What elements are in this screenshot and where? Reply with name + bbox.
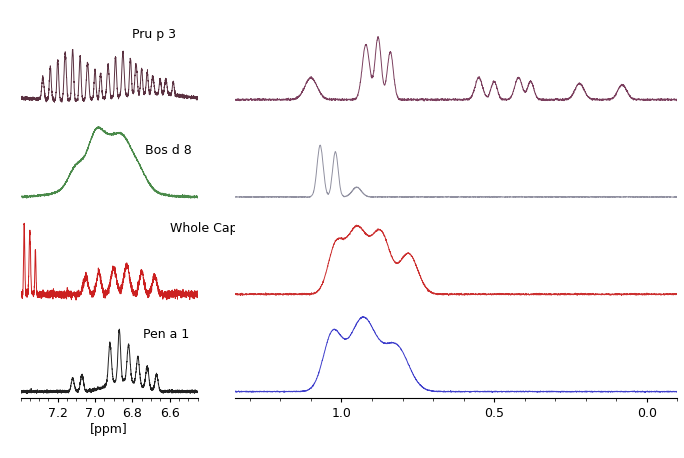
Text: Whole Caprine Casein: Whole Caprine Casein xyxy=(170,222,307,235)
Text: Bos d 8: Bos d 8 xyxy=(145,144,192,157)
Text: Pen a 1: Pen a 1 xyxy=(144,328,189,341)
X-axis label: [ppm]: [ppm] xyxy=(90,423,128,436)
Text: Pru p 3: Pru p 3 xyxy=(132,27,176,41)
